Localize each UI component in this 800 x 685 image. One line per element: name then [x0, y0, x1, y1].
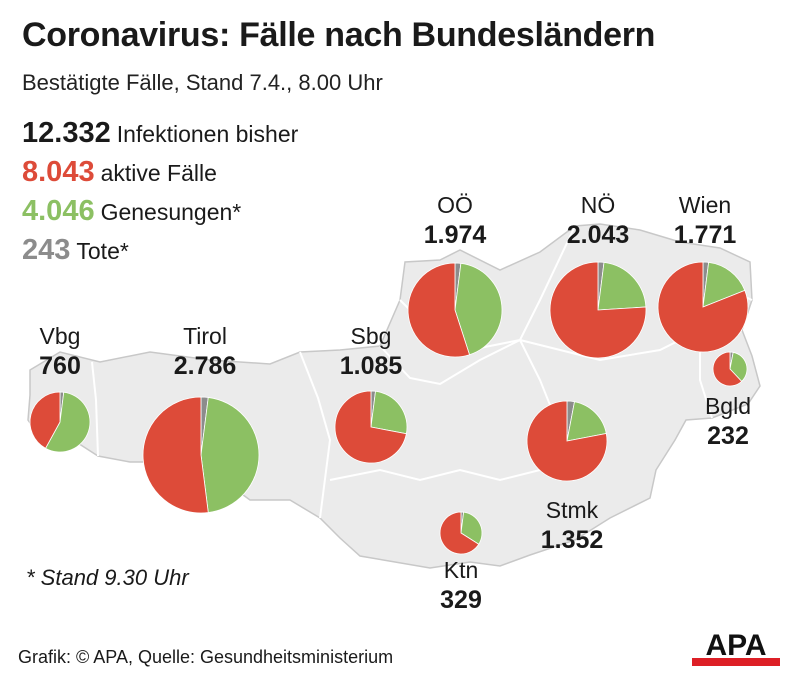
region-bgld: Bgld 232: [705, 351, 751, 450]
region-value: 760: [39, 352, 81, 380]
region-value: 1.771: [674, 221, 737, 249]
pie-slice-recovered: [702, 261, 746, 308]
page-title: Coronavirus: Fälle nach Bundesländern: [22, 16, 656, 54]
pie-slice-active: [439, 511, 480, 555]
page-subtitle: Bestätigte Fälle, Stand 7.4., 8.00 Uhr: [22, 70, 383, 95]
region-name: OÖ: [437, 192, 473, 218]
region-name: Vbg: [40, 323, 81, 349]
pie-slice-recovered: [454, 262, 503, 356]
stat-deaths-value: 243: [22, 234, 71, 266]
region-wien: Wien 1.771: [657, 192, 749, 353]
stat-active-value: 8.043: [22, 156, 95, 188]
region-ooe: OÖ 1.974: [407, 192, 503, 358]
region-stmk: Stmk 1.352: [526, 400, 608, 554]
pie-slice-active: [549, 261, 647, 359]
totals-list: 12.332 Infektionen bisher 8.043 aktive Fäl…: [22, 114, 298, 270]
region-name: Sbg: [351, 323, 392, 349]
region-name: Tirol: [183, 323, 227, 349]
region-sbg: Sbg 1.085: [334, 323, 408, 464]
stat-recovered: 4.046 Genesungen*: [22, 192, 298, 231]
pie-slice-recovered: [45, 391, 91, 453]
region-vbg: Vbg 760: [29, 323, 91, 453]
stat-active: 8.043 aktive Fälle: [22, 153, 298, 192]
region-name: Wien: [679, 192, 731, 218]
region-value: 2.786: [174, 352, 237, 380]
pie-slice-active: [712, 351, 743, 387]
svg-text:APA: APA: [705, 629, 766, 662]
pie-slice-active: [657, 261, 749, 353]
region-name: Ktn: [444, 557, 479, 583]
region-ktn: Ktn 329: [439, 511, 483, 614]
region-value: 1.352: [541, 526, 604, 554]
region-name: Bgld: [705, 393, 751, 419]
pie-slice-recovered: [566, 401, 607, 442]
region-name: NÖ: [581, 192, 616, 218]
stat-active-label: aktive Fälle: [100, 160, 217, 186]
region-value: 1.085: [340, 352, 403, 380]
pie-slice-recovered: [200, 397, 260, 513]
region-value: 1.974: [424, 221, 487, 249]
stat-deaths: 243 Tote*: [22, 231, 298, 270]
region-tirol: Tirol 2.786: [142, 323, 260, 514]
stat-recovered-label: Genesungen*: [100, 199, 242, 225]
pie-slice-recovered: [597, 261, 647, 311]
region-name: Stmk: [546, 497, 599, 523]
region-value: 232: [707, 422, 749, 450]
pie-slice-active: [334, 390, 407, 464]
region-value: 2.043: [567, 221, 630, 249]
region-value: 329: [440, 586, 482, 614]
apa-logo: APA: [692, 629, 780, 666]
pie-slice-recovered: [729, 351, 748, 382]
pie-slice-active: [29, 391, 61, 449]
stat-deaths-label: Tote*: [76, 238, 129, 264]
pie-slice-recovered: [370, 390, 408, 435]
stat-recovered-value: 4.046: [22, 195, 95, 227]
region-noe: NÖ 2.043: [549, 192, 647, 359]
stat-infections-value: 12.332: [22, 117, 111, 149]
austria-outline: [27, 223, 761, 569]
pie-slice-active: [526, 400, 608, 482]
footnote: * Stand 9.30 Uhr: [26, 565, 189, 590]
stat-infections-label: Infektionen bisher: [116, 121, 299, 147]
pie-slice-active: [142, 396, 209, 514]
pie-slice-active: [407, 262, 471, 358]
source-credit: Grafik: © APA, Quelle: Gesundheitsminist…: [18, 647, 394, 667]
stat-infections: 12.332 Infektionen bisher: [22, 114, 298, 153]
